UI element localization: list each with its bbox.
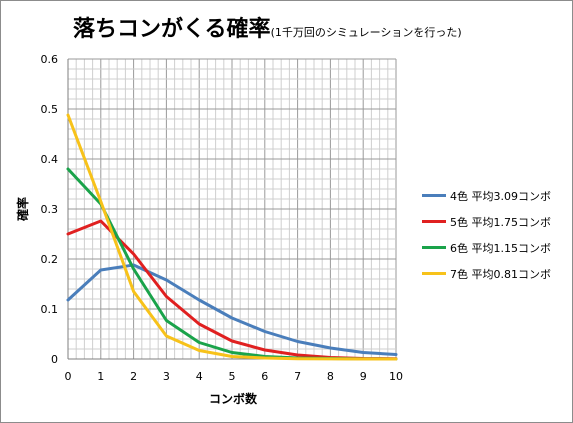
legend-item: 5色 平均1.75コンボ — [422, 215, 551, 229]
y-tick-label: 0.3 — [41, 203, 59, 216]
x-tick-label: 4 — [196, 370, 203, 383]
legend-label: 6色 平均1.15コンボ — [450, 241, 551, 255]
legend-label: 4色 平均3.09コンボ — [450, 189, 551, 203]
y-axis-ticks: 0 0.1 0.2 0.3 0.4 0.5 0.6 — [41, 53, 59, 366]
grid — [67, 58, 397, 360]
legend-swatch — [422, 272, 446, 275]
x-tick-label: 10 — [389, 370, 403, 383]
series-lines — [66, 113, 398, 361]
x-tick-label: 8 — [327, 370, 334, 383]
legend-item: 6色 平均1.15コンボ — [422, 241, 551, 255]
legend-item: 4色 平均3.09コンボ — [422, 189, 551, 203]
x-tick-label: 2 — [130, 370, 137, 383]
chart-title-main: 落ちコンがくる確率 — [73, 17, 271, 42]
x-tick-label: 3 — [163, 370, 170, 383]
y-axis-label: 確率 — [15, 197, 30, 221]
legend-label: 7色 平均0.81コンボ — [450, 267, 551, 281]
chart-title: 落ちコンがくる確率(1千万回のシミュレーションを行った) — [73, 11, 462, 43]
x-tick-label: 5 — [229, 370, 236, 383]
series-line-3 — [66, 113, 398, 361]
y-tick-label: 0.4 — [41, 153, 59, 166]
legend: 4色 平均3.09コンボ 5色 平均1.75コンボ 6色 平均1.15コンボ 7色 平… — [422, 189, 551, 293]
x-tick-label: 0 — [65, 370, 72, 383]
chart-subtitle: (1千万回のシミュレーションを行った) — [270, 26, 462, 39]
legend-swatch — [422, 220, 446, 223]
x-axis-ticks: 0 1 2 3 4 5 6 7 8 9 10 — [65, 370, 404, 383]
x-tick-label: 9 — [360, 370, 367, 383]
x-tick-label: 1 — [97, 370, 104, 383]
x-tick-label: 7 — [294, 370, 301, 383]
y-tick-label: 0.5 — [41, 103, 59, 116]
x-axis-label: コンボ数 — [209, 391, 258, 406]
series-line-0 — [66, 263, 398, 356]
legend-item: 7色 平均0.81コンボ — [422, 267, 551, 281]
y-tick-label: 0.1 — [41, 303, 59, 316]
legend-swatch — [422, 194, 446, 197]
y-tick-label: 0.2 — [41, 253, 59, 266]
legend-label: 5色 平均1.75コンボ — [450, 215, 551, 229]
y-tick-label: 0.6 — [41, 53, 59, 66]
legend-swatch — [422, 246, 446, 249]
y-tick-label: 0 — [51, 353, 58, 366]
x-tick-label: 6 — [261, 370, 268, 383]
